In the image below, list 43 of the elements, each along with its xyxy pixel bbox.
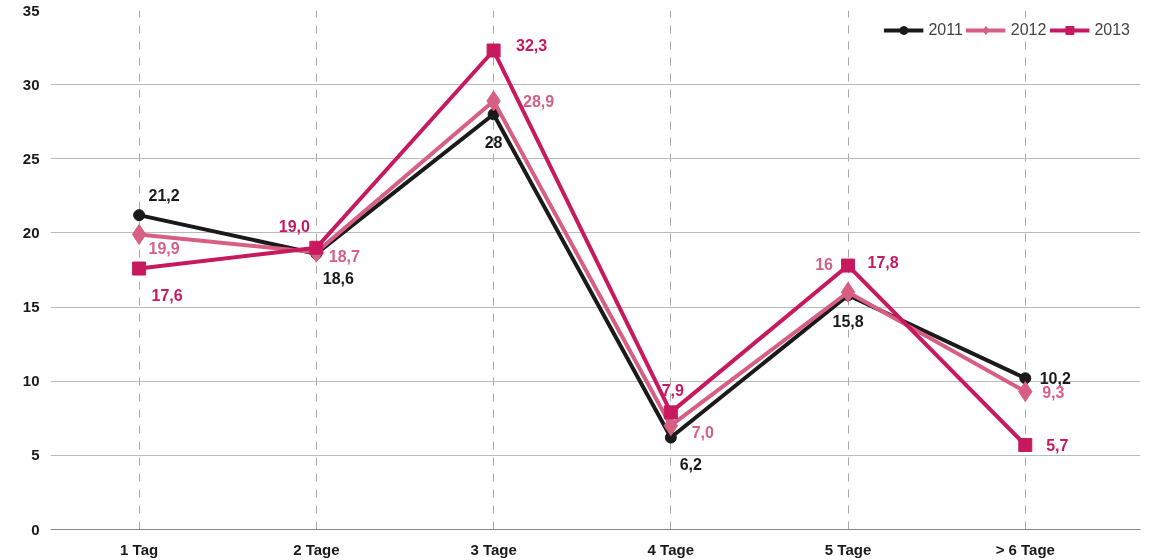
data-label: 5,7 <box>1046 436 1069 454</box>
x-tick-label: 5 Tage <box>824 540 872 558</box>
point <box>131 223 147 245</box>
y-tick-label: 30 <box>22 75 40 93</box>
data-label: 7,0 <box>691 423 715 441</box>
y-tick-label: 20 <box>22 223 40 241</box>
y-tick-label: 10 <box>22 372 40 390</box>
data-label: 17,6 <box>151 286 183 304</box>
data-label: 19,9 <box>148 240 180 258</box>
data-label: 18,6 <box>322 269 355 287</box>
data-label: 18,7 <box>328 248 361 266</box>
point <box>309 240 324 255</box>
point <box>841 258 856 273</box>
y-tick-label: 0 <box>31 520 40 538</box>
legend-label: 2012 <box>1010 21 1047 39</box>
point <box>1019 372 1032 385</box>
data-label: 15,8 <box>832 313 864 331</box>
data-label: 17,8 <box>867 253 899 271</box>
data-label: 7,9 <box>661 382 685 400</box>
data-label: 19,0 <box>278 217 311 235</box>
x-tick-label: 2 Tage <box>293 540 340 558</box>
point <box>840 281 856 303</box>
y-tick-label: 25 <box>22 149 40 167</box>
x-tick-label: 3 Tage <box>470 540 517 558</box>
data-label: 6,2 <box>679 455 703 473</box>
legend-label: 2013 <box>1094 21 1130 39</box>
data-label: 32,3 <box>516 36 548 54</box>
point <box>663 405 678 420</box>
x-tick-label: > 6 Tage <box>995 540 1055 558</box>
data-label: 21,2 <box>148 187 180 205</box>
x-tick-label: 1 Tag <box>120 540 159 558</box>
legend-label: 2011 <box>928 21 963 39</box>
x-tick-label: 4 Tage <box>647 540 695 558</box>
data-label: 28 <box>484 134 503 152</box>
y-tick-label: 35 <box>22 1 40 19</box>
y-tick-label: 5 <box>31 446 40 464</box>
y-tick-label: 15 <box>22 298 40 316</box>
data-label: 16 <box>815 256 834 274</box>
point <box>1018 437 1033 452</box>
data-label: 28,9 <box>523 92 555 110</box>
point <box>133 209 146 222</box>
point <box>486 43 501 58</box>
point <box>132 261 147 276</box>
